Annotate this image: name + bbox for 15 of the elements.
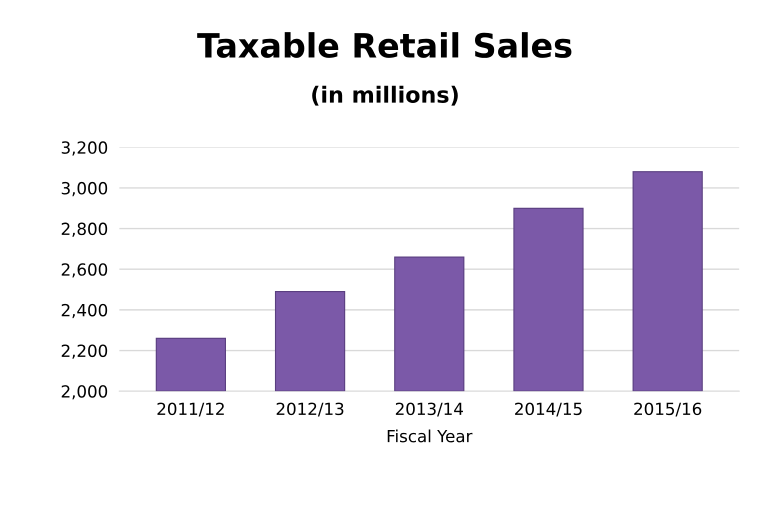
x-tick-label: 2011/12 — [157, 402, 224, 416]
y-tick-label: 2,600 — [62, 263, 108, 278]
chart-subtitle: (in millions) — [312, 86, 458, 106]
y-tick-label: 3,200 — [62, 141, 108, 156]
x-tick-label: 2012/13 — [276, 402, 344, 416]
x-tick-label: 2015/16 — [634, 402, 702, 416]
y-tick-label: 2,000 — [62, 385, 108, 400]
chart-title: Taxable Retail Sales — [197, 32, 572, 58]
x-axis-title: Fiscal Year — [388, 430, 472, 442]
y-tick-label: 2,200 — [62, 344, 108, 359]
y-tick-label: 3,000 — [62, 182, 108, 196]
x-tick-label: 2014/15 — [515, 402, 582, 416]
x-tick-label: 2013/14 — [396, 402, 463, 416]
y-tick-label: 2,800 — [62, 222, 108, 237]
y-tick-label: 2,400 — [62, 304, 108, 318]
